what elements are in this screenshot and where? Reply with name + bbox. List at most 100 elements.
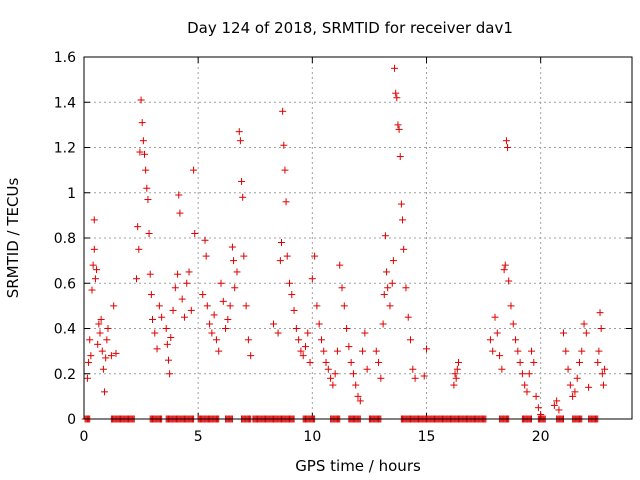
data-point	[176, 209, 184, 217]
data-point	[580, 320, 588, 328]
data-point	[345, 343, 353, 351]
data-point	[149, 315, 156, 323]
data-point	[219, 297, 227, 305]
data-point	[354, 392, 362, 400]
x-tick-label: 15	[418, 429, 436, 445]
data-point	[110, 302, 118, 310]
data-point	[521, 381, 529, 389]
data-point	[386, 302, 394, 310]
data-point	[107, 352, 115, 360]
data-point	[336, 261, 344, 269]
data-point	[167, 334, 175, 342]
data-point	[190, 166, 198, 174]
data-point	[282, 198, 290, 206]
data-point	[141, 150, 149, 158]
data-point	[169, 306, 177, 314]
data-point	[518, 370, 526, 378]
data-point	[101, 388, 109, 396]
data-point	[372, 347, 380, 355]
data-point	[393, 94, 401, 102]
data-point	[242, 302, 250, 310]
data-point	[525, 370, 533, 378]
data-point	[230, 257, 238, 265]
x-tick-label: 20	[532, 429, 550, 445]
data-point	[239, 193, 247, 201]
data-point	[281, 166, 289, 174]
data-point	[493, 329, 501, 337]
data-point	[226, 302, 234, 310]
y-axis-label: SRMTID / TECUs	[4, 178, 22, 299]
data-point	[279, 107, 287, 115]
data-point	[317, 336, 325, 344]
y-tick-label: 1.2	[54, 141, 76, 157]
data-point	[103, 336, 111, 344]
data-point	[199, 291, 207, 299]
data-point	[276, 257, 284, 265]
data-point	[395, 125, 403, 133]
x-tick-label: 0	[80, 429, 89, 445]
data-point	[379, 320, 387, 328]
data-point	[501, 261, 509, 269]
data-point	[231, 284, 239, 292]
data-point	[411, 374, 419, 382]
data-point	[502, 137, 510, 145]
data-point	[224, 315, 232, 323]
data-point	[153, 345, 161, 353]
data-point	[136, 148, 144, 156]
data-point	[180, 313, 188, 321]
data-point	[134, 223, 142, 231]
data-point	[278, 239, 286, 247]
data-point	[85, 358, 93, 366]
data-point	[327, 374, 335, 382]
data-point	[391, 64, 399, 72]
data-point	[553, 397, 561, 405]
data-point	[498, 365, 506, 373]
data-point	[206, 320, 214, 328]
x-tick-label: 10	[303, 429, 321, 445]
data-point	[384, 284, 392, 292]
data-point	[324, 365, 332, 373]
data-point	[235, 128, 243, 136]
data-point	[99, 365, 107, 373]
data-point	[347, 358, 355, 366]
data-point	[402, 284, 410, 292]
data-point	[187, 306, 195, 314]
data-point	[338, 284, 346, 292]
y-tick-label: 0.8	[54, 231, 76, 247]
data-point	[329, 381, 337, 389]
data-point	[394, 121, 402, 129]
data-point	[585, 383, 593, 391]
data-point	[166, 370, 174, 378]
data-point	[516, 358, 524, 366]
data-point	[486, 336, 494, 344]
data-point	[356, 397, 364, 405]
data-point	[496, 352, 504, 360]
data-point	[201, 236, 209, 244]
data-point	[420, 372, 428, 380]
data-point	[240, 252, 248, 260]
data-point	[210, 311, 218, 319]
data-point	[158, 313, 166, 321]
data-point	[375, 358, 383, 366]
grid-lines	[84, 57, 632, 419]
data-point	[423, 345, 430, 353]
data-point	[500, 266, 508, 274]
x-tick-label: 5	[194, 429, 203, 445]
data-point	[175, 191, 183, 199]
data-point	[313, 302, 321, 310]
data-point	[582, 329, 590, 337]
data-point	[93, 266, 101, 274]
data-point	[208, 329, 216, 337]
data-point	[233, 268, 241, 276]
data-point	[164, 356, 172, 364]
data-point	[83, 374, 91, 382]
data-point	[507, 302, 515, 310]
data-point	[562, 347, 570, 355]
y-tick-label: 1.4	[54, 95, 76, 111]
data-point	[286, 279, 293, 287]
data-point	[88, 286, 96, 294]
data-point	[142, 166, 150, 174]
data-point	[340, 302, 348, 310]
data-point	[96, 329, 104, 337]
data-point	[203, 302, 211, 310]
